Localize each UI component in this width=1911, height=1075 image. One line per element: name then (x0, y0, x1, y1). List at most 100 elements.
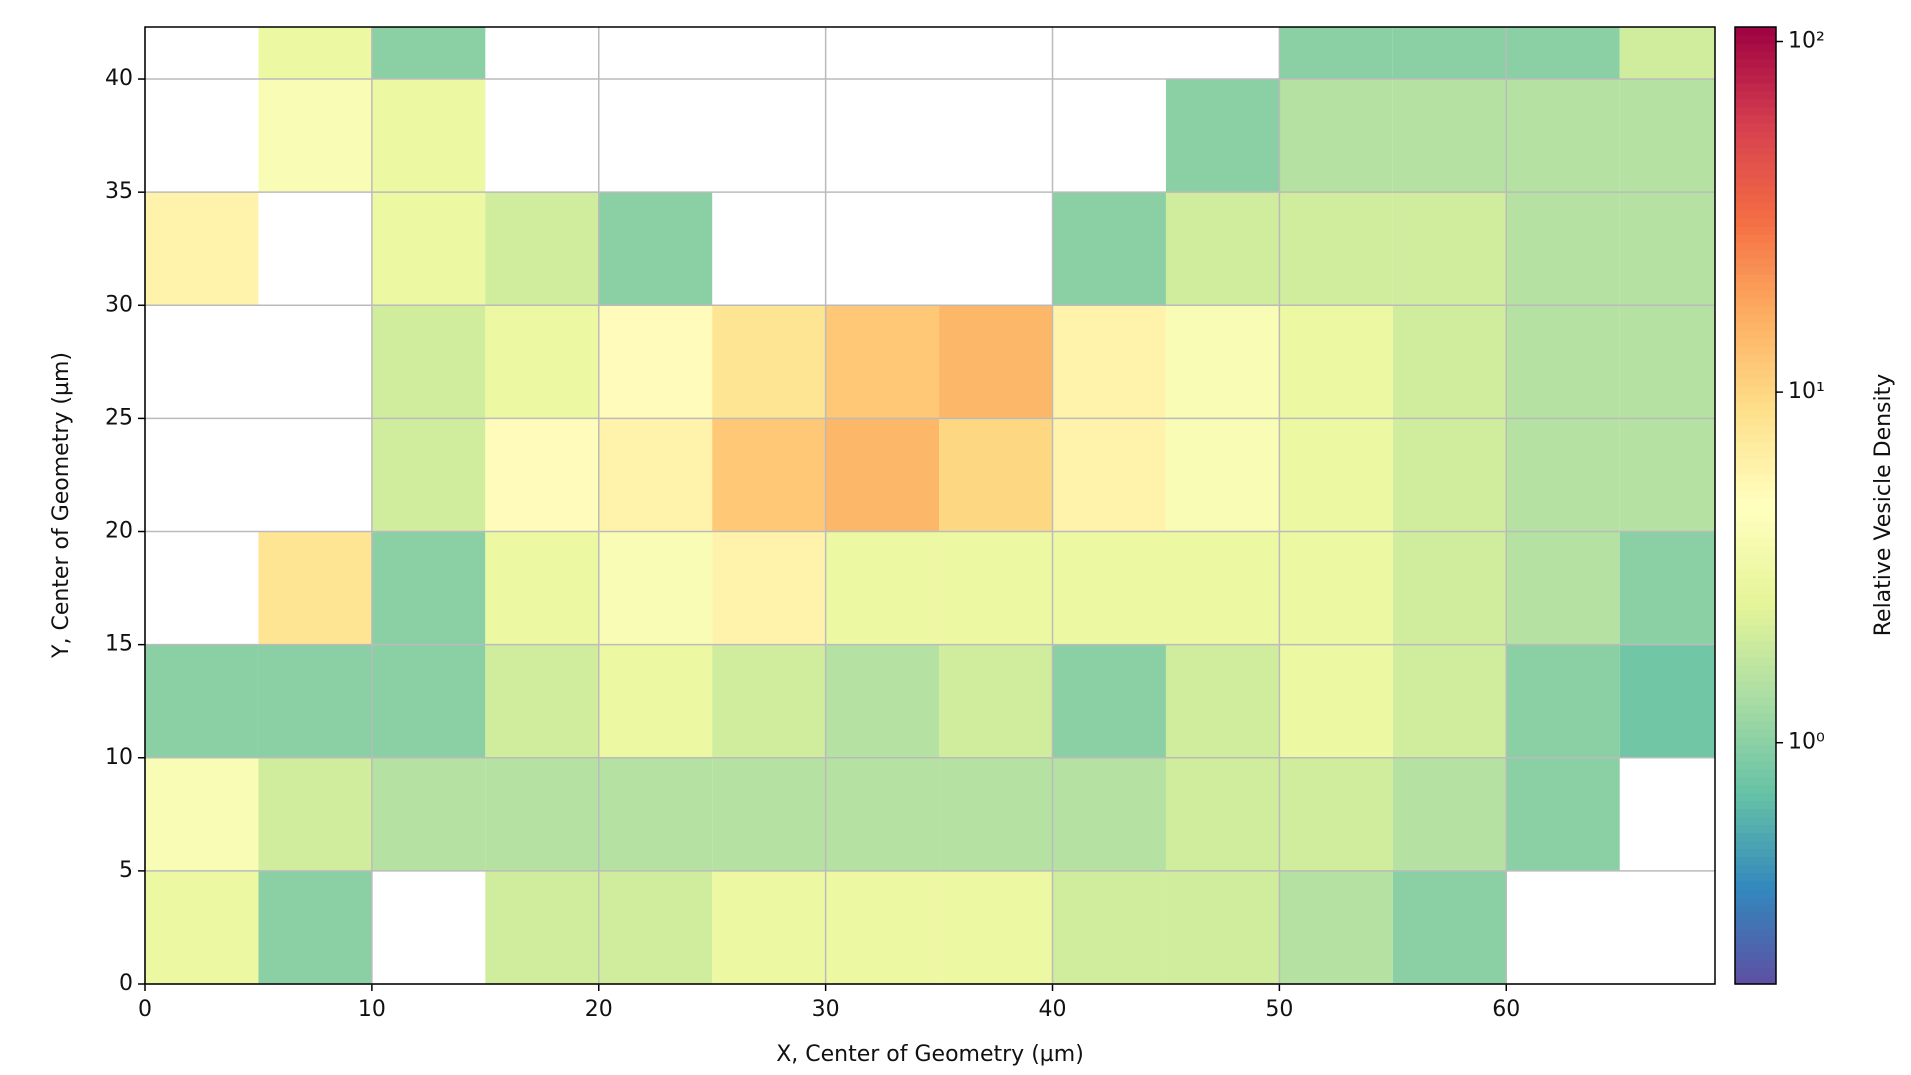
cell (1165, 757, 1280, 871)
colorbar-segment (1735, 194, 1776, 204)
colorbar-segment (1735, 840, 1776, 850)
colorbar-segment (1735, 792, 1776, 802)
colorbar-segment (1735, 593, 1776, 602)
colorbar-segment (1735, 577, 1776, 586)
cell (371, 531, 486, 645)
colorbar-segment (1735, 657, 1776, 666)
colorbar-segment (1735, 848, 1776, 857)
cell (1165, 305, 1280, 419)
colorbar-segment (1735, 641, 1776, 650)
cell (1279, 305, 1393, 419)
cell (1506, 531, 1620, 645)
cell (371, 192, 486, 306)
colorbar-segment (1735, 904, 1776, 913)
cell (371, 644, 486, 758)
colorbar-tick-label: 10¹ (1788, 379, 1825, 404)
cell (258, 644, 372, 758)
colorbar-segment (1735, 401, 1776, 411)
cell (1506, 79, 1620, 193)
cell (598, 418, 713, 532)
colorbar-segment (1735, 521, 1776, 531)
colorbar-segment (1735, 529, 1776, 538)
colorbar-segment (1735, 545, 1776, 554)
colorbar-segment (1735, 186, 1776, 196)
cell (598, 531, 713, 645)
colorbar-segment (1735, 465, 1776, 475)
colorbar-segment (1735, 569, 1776, 578)
cell (1279, 757, 1393, 871)
colorbar-segment (1735, 609, 1776, 618)
cell (939, 644, 1053, 758)
cell (825, 644, 940, 758)
cell (1392, 531, 1507, 645)
colorbar-segment (1735, 361, 1776, 371)
colorbar-segment (1735, 561, 1776, 570)
colorbar-segment (1735, 266, 1776, 275)
colorbar-segment (1735, 210, 1776, 219)
colorbar-segment (1735, 688, 1776, 698)
cell (1392, 870, 1507, 984)
colorbar-segment (1735, 258, 1776, 267)
cell (1506, 757, 1620, 871)
cell (258, 870, 372, 984)
colorbar-segment (1735, 888, 1776, 897)
colorbar-segment (1735, 314, 1776, 323)
colorbar-segment (1735, 449, 1776, 459)
colorbar-segment (1735, 736, 1776, 746)
cell (1052, 531, 1166, 645)
cell (485, 870, 599, 984)
cell (598, 757, 713, 871)
colorbar-segment (1735, 27, 1776, 36)
colorbar-segment (1735, 353, 1776, 363)
x-tick-label: 0 (138, 997, 152, 1022)
cell (825, 531, 940, 645)
cell (485, 644, 599, 758)
x-tick-label: 20 (585, 997, 613, 1022)
cell (1165, 79, 1280, 193)
cell (258, 531, 372, 645)
colorbar-segment (1735, 58, 1776, 68)
y-tick-label: 30 (105, 292, 133, 317)
cell (485, 192, 599, 306)
cell (485, 418, 599, 532)
colorbar-segment (1735, 856, 1776, 865)
colorbar-segment (1735, 800, 1776, 810)
colorbar-segment (1735, 672, 1776, 682)
colorbar-segment (1735, 665, 1776, 674)
y-tick-label: 5 (119, 858, 133, 883)
colorbar-segment (1735, 298, 1776, 307)
heatmap (145, 27, 1715, 984)
cell (485, 757, 599, 871)
colorbar-segment (1735, 226, 1776, 235)
cell (485, 531, 599, 645)
colorbar-segment (1735, 322, 1776, 331)
cell (1165, 531, 1280, 645)
plot-frame (144, 26, 1716, 985)
colorbar-segment (1735, 585, 1776, 594)
cell (598, 192, 713, 306)
colorbar-segment (1735, 66, 1776, 76)
colorbar-segment (1735, 617, 1776, 626)
cell (371, 305, 486, 419)
cell (145, 757, 259, 871)
colorbar-segment (1735, 936, 1776, 945)
colorbar-segment (1735, 346, 1776, 355)
colorbar-tick-label: 10² (1788, 29, 1825, 54)
colorbar-segment (1735, 202, 1776, 212)
cell (939, 757, 1053, 871)
colorbar-segment (1735, 393, 1776, 403)
cell (371, 418, 486, 532)
colorbar-segment (1735, 170, 1776, 180)
cell (825, 757, 940, 871)
cell (598, 305, 713, 419)
x-tick-label: 10 (358, 997, 386, 1022)
colorbar-segment (1735, 744, 1776, 754)
cell (1279, 192, 1393, 306)
cell (1619, 192, 1715, 306)
cell (1506, 644, 1620, 758)
colorbar-segment (1735, 417, 1776, 427)
colorbar-segment (1735, 306, 1776, 315)
colorbar-segment (1735, 633, 1776, 642)
colorbar-segment (1735, 489, 1776, 499)
cell (1506, 305, 1620, 419)
